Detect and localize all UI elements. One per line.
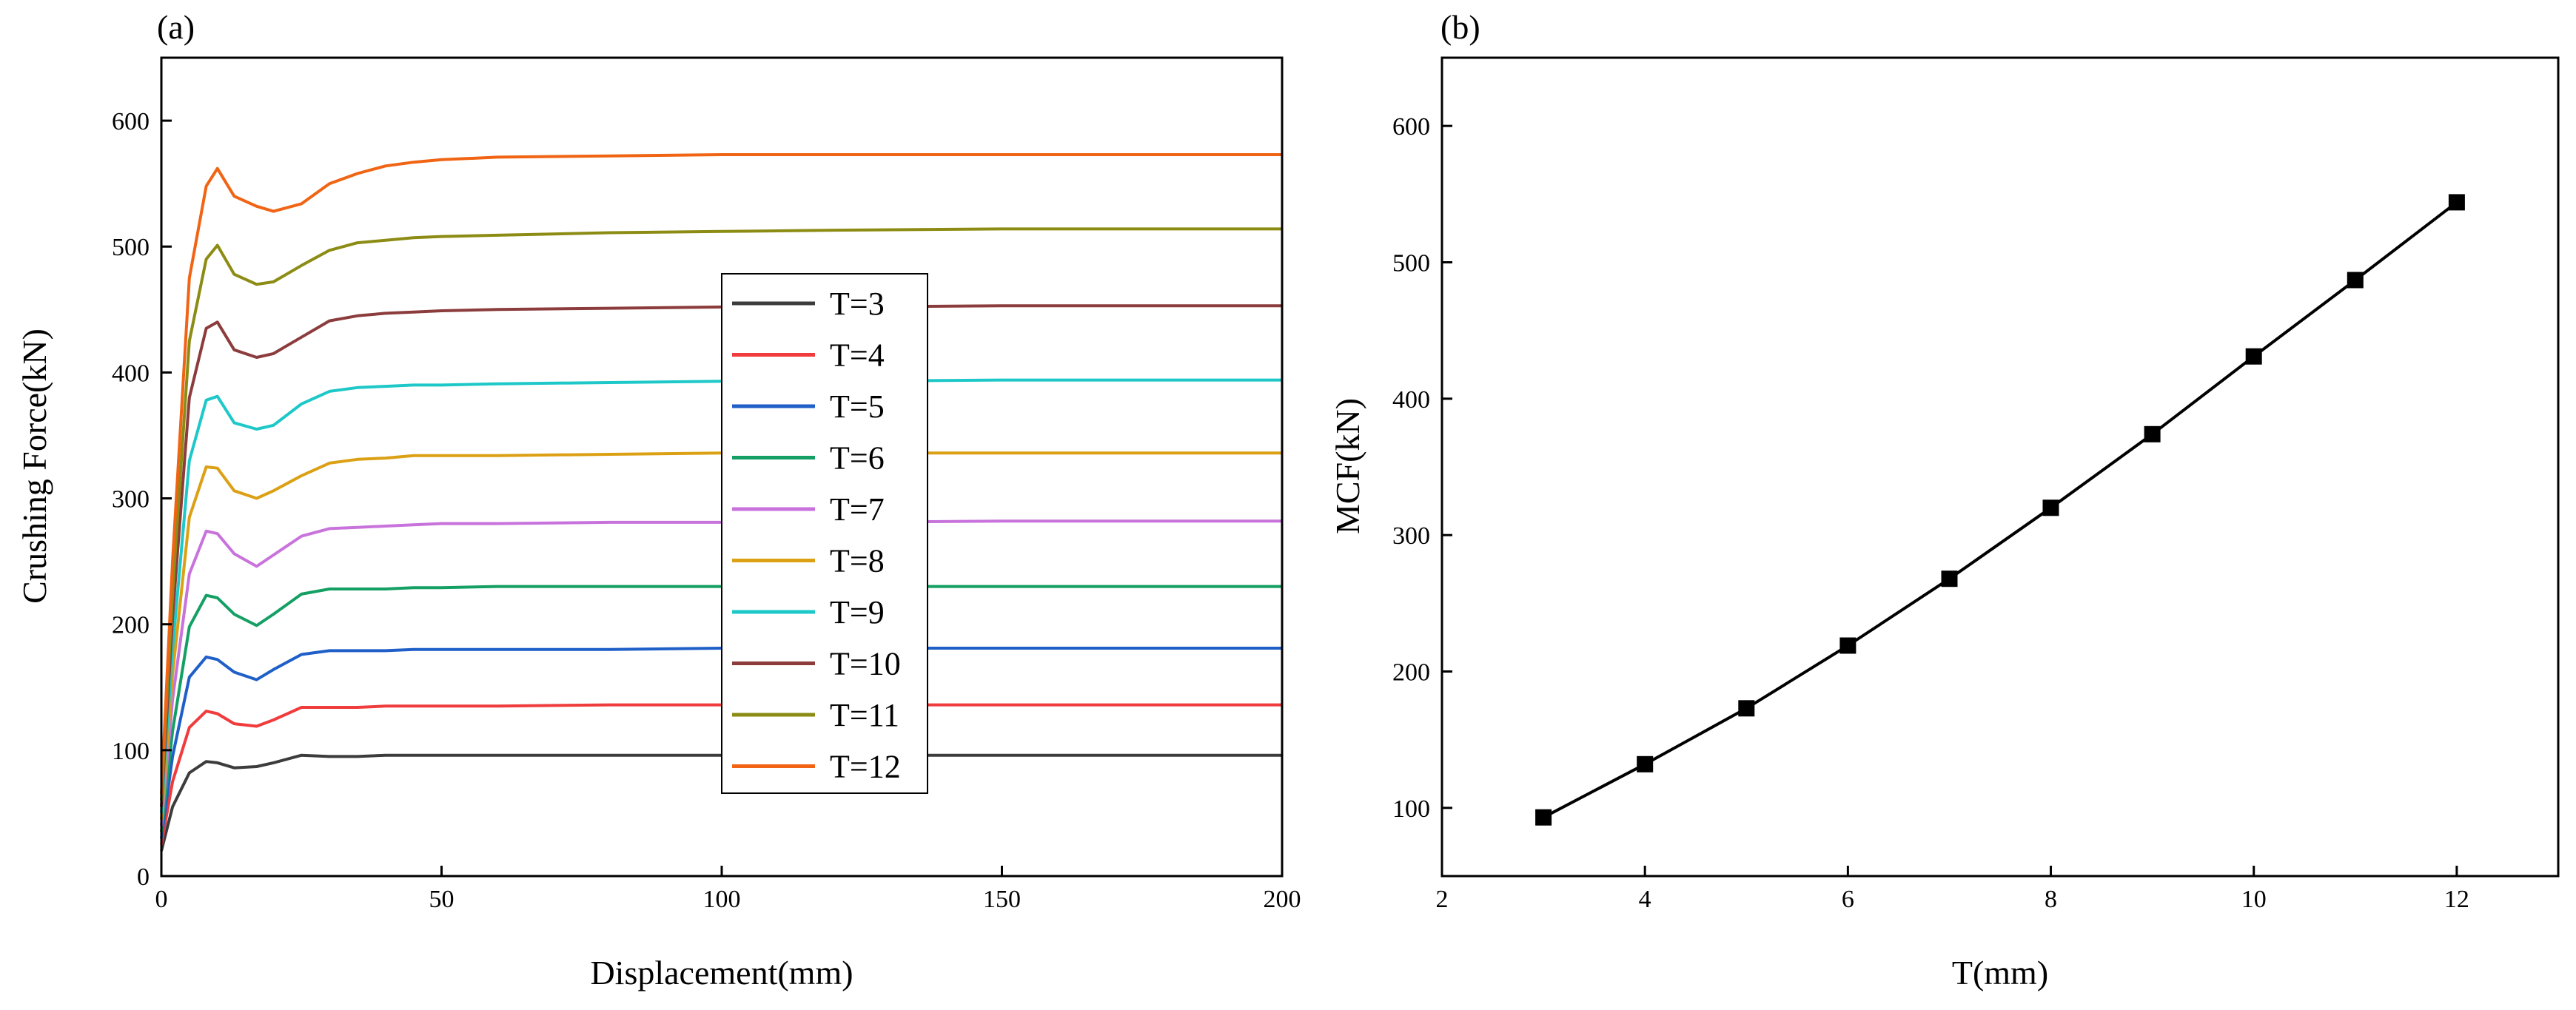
panel-a-x-tick-label: 0: [155, 886, 168, 913]
mcf-point-marker: [1738, 700, 1755, 717]
panel-a-y-tick-label: 200: [112, 612, 150, 639]
legend-label-t9: T=9: [830, 594, 885, 630]
series-line-t12: [160, 153, 1282, 795]
legend-label-t5: T=5: [830, 388, 885, 425]
panel-b-x-tick-label: 6: [1842, 886, 1854, 913]
panel-b-x-axis-label: T(mm): [1952, 954, 2048, 992]
legend-label-t12: T=12: [830, 749, 901, 785]
panel-b-ticks: 2 4 6 8 10 12 100 200 300 400 500 600: [1392, 113, 2469, 913]
panel-b-y-axis-label: MCF(kN): [1329, 398, 1366, 534]
panel-b-mcf-chart: (b) 2 4 6 8 10 12 100 200 300 400 500 600 T(mm) MCF…: [1329, 8, 2560, 992]
panel-b-x-tick-label: 8: [2045, 886, 2057, 913]
legend-label-t4: T=4: [830, 337, 885, 374]
panel-a-x-tick-label: 100: [703, 886, 741, 913]
panel-b-x-tick-label: 10: [2241, 886, 2267, 913]
legend-label-t7: T=7: [830, 491, 885, 528]
panel-a-x-tick-label: 150: [983, 886, 1021, 913]
panel-a-y-tick-label: 100: [112, 738, 150, 765]
mcf-series-line: [1543, 201, 2458, 819]
panel-a-legend: T=3 T=4 T=5 T=6 T=7 T=8 T=9 T=10 T=11 T=12: [721, 273, 928, 794]
legend-label-t3: T=3: [830, 286, 885, 322]
panel-a-x-tick-label: 200: [1264, 886, 1301, 913]
panel-b-x-tick-label: 4: [1639, 886, 1651, 913]
legend-label-t8: T=8: [830, 543, 885, 579]
mcf-point-marker: [2347, 272, 2364, 289]
panel-a-series-group: [160, 153, 1282, 852]
panel-a-y-tick-label: 300: [112, 486, 150, 514]
panel-a-legend-box: [721, 273, 928, 794]
panel-b-label: (b): [1440, 8, 1480, 46]
panel-b-y-tick-label: 300: [1392, 522, 1430, 550]
legend-label-t10: T=10: [830, 646, 901, 682]
panel-b-y-tick-label: 100: [1392, 795, 1430, 823]
mcf-point-marker: [1637, 755, 1654, 772]
panel-a-label: (a): [157, 8, 195, 46]
mcf-point-marker: [2042, 499, 2059, 516]
mcf-point-marker: [1839, 637, 1856, 654]
panel-a-y-tick-label: 400: [112, 360, 150, 387]
legend-label-t11: T=11: [830, 697, 899, 733]
mcf-point-marker: [1535, 809, 1552, 826]
mcf-point-marker: [2245, 348, 2262, 365]
panel-a-ticks: 0 50 100 150 200 0 100 200 300 400 500 600: [112, 108, 1301, 913]
panel-b-series-group: [1535, 194, 2465, 826]
panel-a-x-tick-label: 50: [429, 886, 455, 913]
panel-b-x-tick-label: 12: [2444, 886, 2469, 913]
panel-a-y-tick-label: 500: [112, 234, 150, 261]
series-line-t11: [160, 227, 1282, 801]
panel-b-y-tick-label: 600: [1392, 113, 1430, 141]
panel-a-y-tick-label: 600: [112, 108, 150, 135]
legend-label-t6: T=6: [830, 440, 885, 477]
panel-a-crushing-force-chart: (a) 0 50 100 150 200 0 100 200 300 400 500 600 Disp…: [16, 8, 1301, 992]
panel-a-y-tick-label: 0: [137, 863, 150, 891]
panel-b-y-tick-label: 500: [1392, 250, 1430, 277]
mcf-point-marker: [1941, 570, 1958, 588]
panel-b-plot-frame: [1440, 56, 2560, 878]
panel-a-x-axis-label: Displacement(mm): [590, 954, 853, 992]
mcf-point-marker: [2448, 194, 2465, 211]
panel-a-y-axis-label: Crushing Force(kN): [16, 329, 53, 604]
panel-b-y-tick-label: 400: [1392, 386, 1430, 414]
panel-b-y-tick-label: 200: [1392, 659, 1430, 687]
mcf-point-marker: [2144, 425, 2161, 442]
panel-b-x-tick-label: 2: [1436, 886, 1449, 913]
